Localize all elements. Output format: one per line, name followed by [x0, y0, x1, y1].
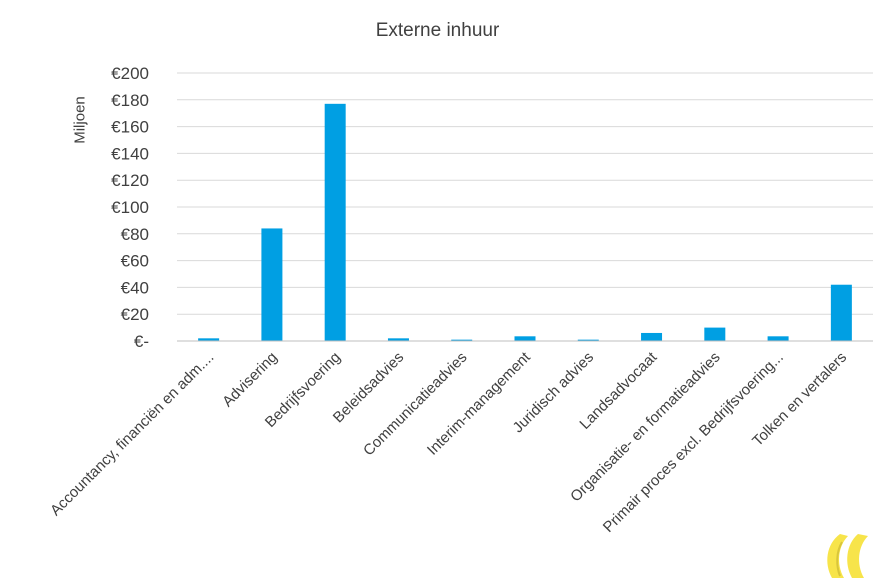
bar: [387, 338, 409, 341]
bar: [830, 284, 852, 341]
logo-icon: [827, 534, 868, 578]
bar: [198, 338, 220, 341]
y-tick-label: €20: [121, 305, 149, 324]
bar: [577, 339, 599, 341]
bar: [641, 332, 663, 341]
y-tick-label: €180: [111, 91, 149, 110]
y-tick-label: €40: [121, 278, 149, 297]
y-tick-label: €120: [111, 171, 149, 190]
bar: [704, 327, 726, 341]
y-tick-label: €160: [111, 118, 149, 137]
bar: [261, 228, 283, 341]
y-tick-label: €200: [111, 64, 149, 83]
bar: [451, 339, 473, 341]
y-tick-label: €100: [111, 198, 149, 217]
bar: [767, 336, 789, 341]
y-tick-label: €80: [121, 225, 149, 244]
x-tick-label: Communicatieadvies: [360, 349, 470, 459]
x-tick-label: Accountancy, financiën en adm....: [47, 349, 217, 519]
bar: [514, 336, 536, 341]
bar: [324, 103, 346, 341]
y-tick-label: €140: [111, 144, 149, 163]
x-tick-label: Interim-management: [424, 348, 534, 458]
y-tick-label: €60: [121, 252, 149, 271]
chart-title: Externe inhuur: [375, 20, 500, 41]
x-tick-label: Advisering: [219, 349, 281, 411]
y-tick-label: €-: [134, 332, 149, 351]
